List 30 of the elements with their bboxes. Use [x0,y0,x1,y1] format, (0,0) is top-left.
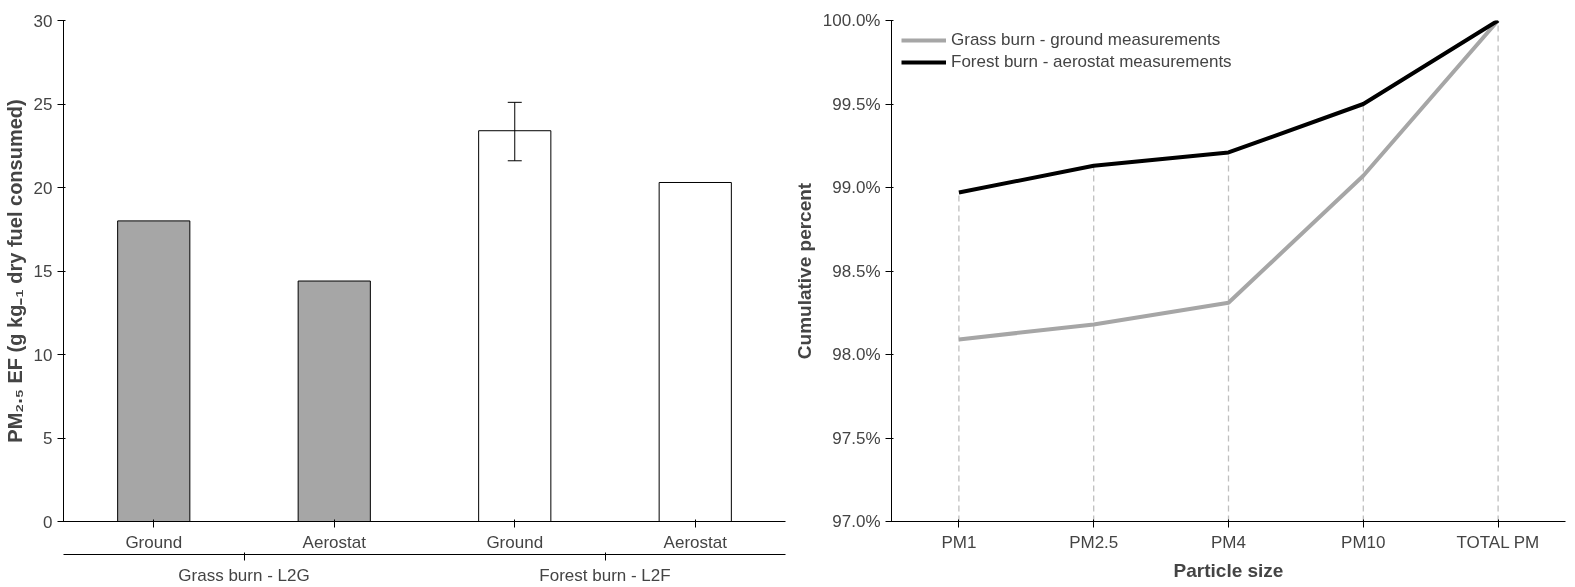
x-tick-label: PM10 [1341,532,1386,552]
y-tick-label: 98.0% [832,345,881,364]
y-tick-label: 15 [33,262,53,281]
text: Forest burn - L2F [539,565,671,585]
y-tick-label: 97.0% [832,512,881,531]
y-tick-label: 30 [33,11,53,31]
legend-label: Forest burn - aerostat measurements [951,52,1232,72]
legend-label: Grass burn - ground measurements [951,30,1221,50]
y-tick-label: 98.5% [832,261,881,281]
x-axis-title: Particle size [1173,559,1284,581]
x-tick-label: Aerostat [302,532,367,552]
x-tick-label: PM2.5 [1069,532,1119,552]
x-tick-label: Ground [486,532,544,552]
y-axis-title: Cumulative percent [793,182,815,360]
y-tick-label: 25 [33,95,53,114]
y-tick-label: 20 [33,178,53,198]
y-tick-label: 10 [33,345,53,365]
y-tick-label: 97.5% [832,428,881,448]
y-axis-title: PM₂.₅ EF (g kg₋₁ dry fuel consumed) [3,99,26,443]
x-tick-label: Ground [125,532,183,552]
y-tick-label: 99.5% [832,94,881,114]
x-tick-label: TOTAL PM [1456,532,1540,552]
x-tick-label: PM4 [1211,532,1246,552]
x-tick-label: PM1 [941,532,977,552]
x-tick-label: Aerostat [663,532,728,552]
y-tick-label: 99.0% [832,178,881,197]
y-tick-label: 100.0% [822,11,881,30]
y-tick-label: 5 [43,429,53,448]
text: Grass burn - L2G [178,565,310,585]
y-tick-label: 0 [43,512,53,532]
